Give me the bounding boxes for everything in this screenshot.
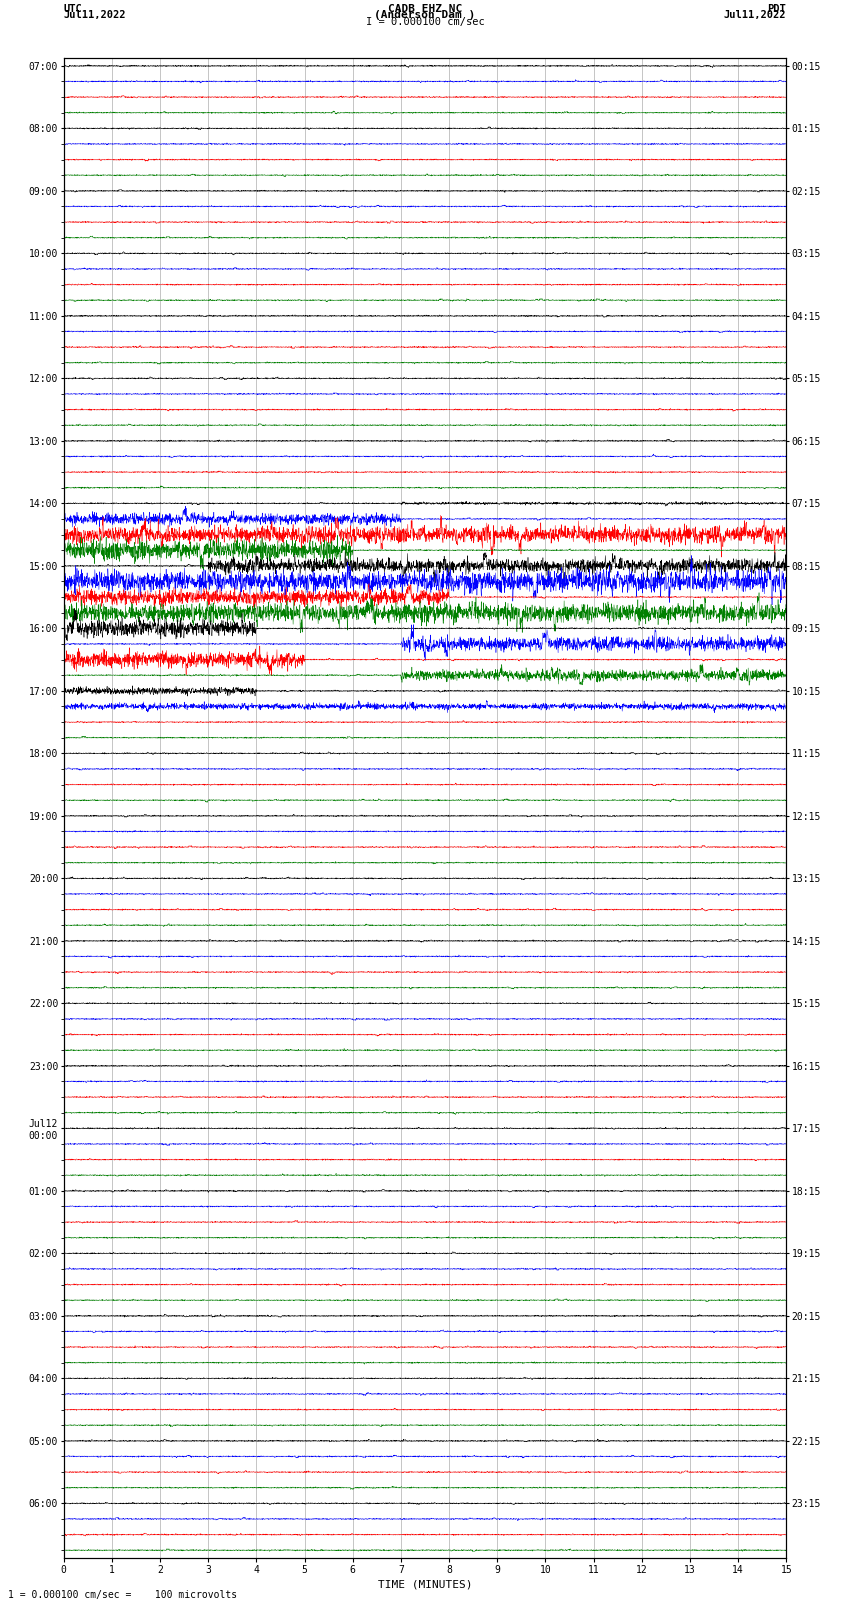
Text: Jul11,2022: Jul11,2022 xyxy=(723,11,786,21)
X-axis label: TIME (MINUTES): TIME (MINUTES) xyxy=(377,1579,473,1589)
Text: 1 = 0.000100 cm/sec =    100 microvolts: 1 = 0.000100 cm/sec = 100 microvolts xyxy=(8,1590,238,1600)
Text: CADB EHZ NC: CADB EHZ NC xyxy=(388,3,462,13)
Text: PDT: PDT xyxy=(768,3,786,13)
Text: I = 0.000100 cm/sec: I = 0.000100 cm/sec xyxy=(366,18,484,27)
Text: (Anderson Dam ): (Anderson Dam ) xyxy=(374,11,476,21)
Text: Jul11,2022: Jul11,2022 xyxy=(64,11,127,21)
Text: UTC: UTC xyxy=(64,3,82,13)
